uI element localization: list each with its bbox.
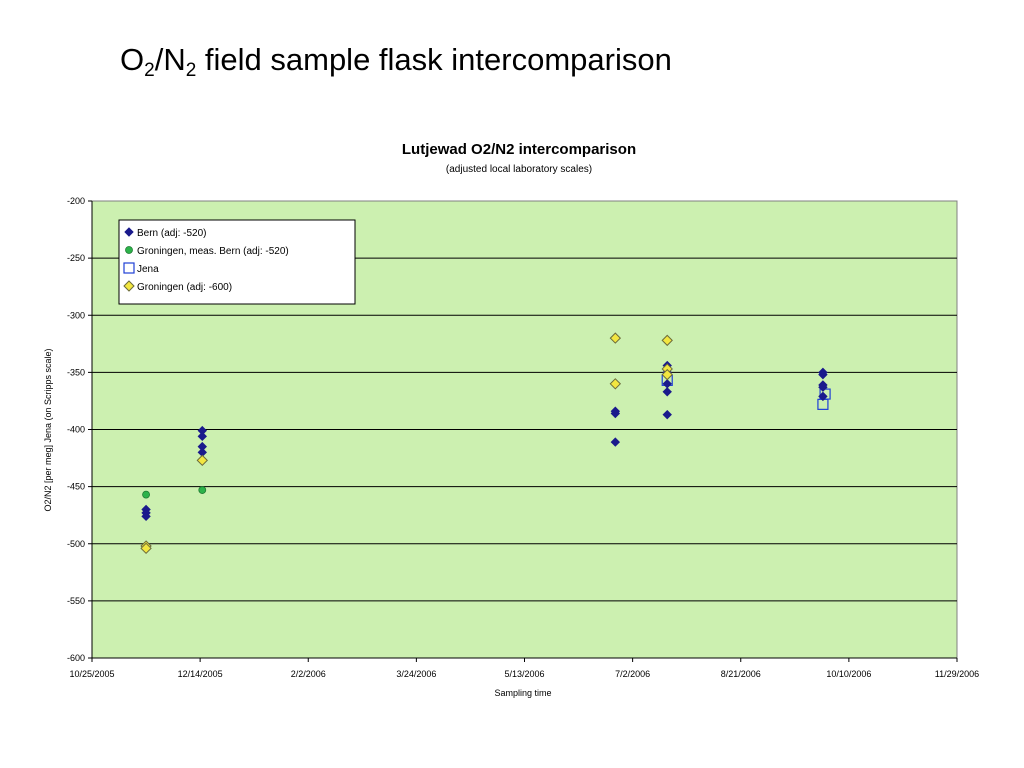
y-tick-label: -550 <box>67 596 85 606</box>
data-point <box>140 542 152 555</box>
data-point <box>142 490 150 499</box>
data-point <box>661 368 673 381</box>
slide-title-part: O <box>120 42 145 77</box>
legend-marker <box>125 246 133 254</box>
chart-subtitle: (adjusted local laboratory scales) <box>446 164 592 175</box>
x-tick-label: 8/21/2006 <box>721 669 761 679</box>
data-point <box>818 382 828 392</box>
x-axis-label: Sampling time <box>494 688 551 698</box>
data-point <box>609 332 622 344</box>
y-tick-label: -450 <box>67 482 85 492</box>
data-point <box>196 454 208 467</box>
x-tick-label: 2/2/2006 <box>291 669 326 679</box>
y-axis-label: O2/N2 [per meg] Jena (on Scripps scale) <box>43 348 53 511</box>
slide-title-subscript: 2 <box>185 60 197 81</box>
data-point <box>662 387 672 397</box>
data-point <box>610 437 621 447</box>
data-point <box>818 369 828 380</box>
y-tick-label: -350 <box>67 367 85 377</box>
y-tick-label: -400 <box>67 425 85 435</box>
data-point <box>661 334 673 347</box>
data-points <box>140 332 831 555</box>
x-tick-label: 12/14/2005 <box>178 669 223 679</box>
x-tick-label: 10/10/2006 <box>826 669 871 679</box>
legend-label: Jena <box>137 264 159 275</box>
legend-marker <box>123 262 135 274</box>
y-tick-label: -500 <box>67 539 85 549</box>
slide-title-part: /N <box>154 42 186 77</box>
x-tick-label: 10/25/2005 <box>69 669 114 679</box>
slide-title-subscript: 2 <box>144 60 155 81</box>
legend-box <box>118 219 356 305</box>
data-point <box>818 391 828 402</box>
y-tick-label: -600 <box>67 653 85 663</box>
y-tick-label: -300 <box>67 310 85 320</box>
x-tick-label: 11/29/2006 <box>935 669 979 679</box>
legend-marker <box>123 280 135 292</box>
chart-title: Lutjewad O2/N2 intercomparison <box>402 141 636 158</box>
slide-title-part: field sample flask intercomparison <box>196 42 672 77</box>
data-point <box>197 431 207 442</box>
legend-marker <box>124 227 134 237</box>
data-point <box>141 511 151 522</box>
gridlines <box>92 257 957 602</box>
data-point <box>662 409 672 420</box>
x-axis: 10/25/2005 12/14/2005 2/2/2006 3/24/2006 5/1… <box>69 657 979 679</box>
slide-title: O2/N2 field sample flask intercomparison <box>120 42 672 81</box>
y-axis: -200 -250 -300 -350 -400 -450 -500 -550 -600 <box>67 196 93 663</box>
legend-label: Bern (adj: -520) <box>137 228 206 239</box>
x-tick-label: 5/13/2006 <box>504 669 544 679</box>
y-tick-label: -200 <box>67 196 85 206</box>
data-point <box>198 486 207 494</box>
data-point <box>609 378 622 390</box>
data-point <box>610 408 621 419</box>
x-tick-label: 7/2/2006 <box>615 669 650 679</box>
legend-label: Groningen, meas. Bern (adj: -520) <box>137 246 289 257</box>
legend-label: Groningen (adj: -600) <box>137 282 232 293</box>
y-tick-label: -250 <box>67 253 85 263</box>
x-tick-label: 3/24/2006 <box>396 669 436 679</box>
legend: Bern (adj: -520) Groningen, meas. Bern (a… <box>118 219 356 305</box>
